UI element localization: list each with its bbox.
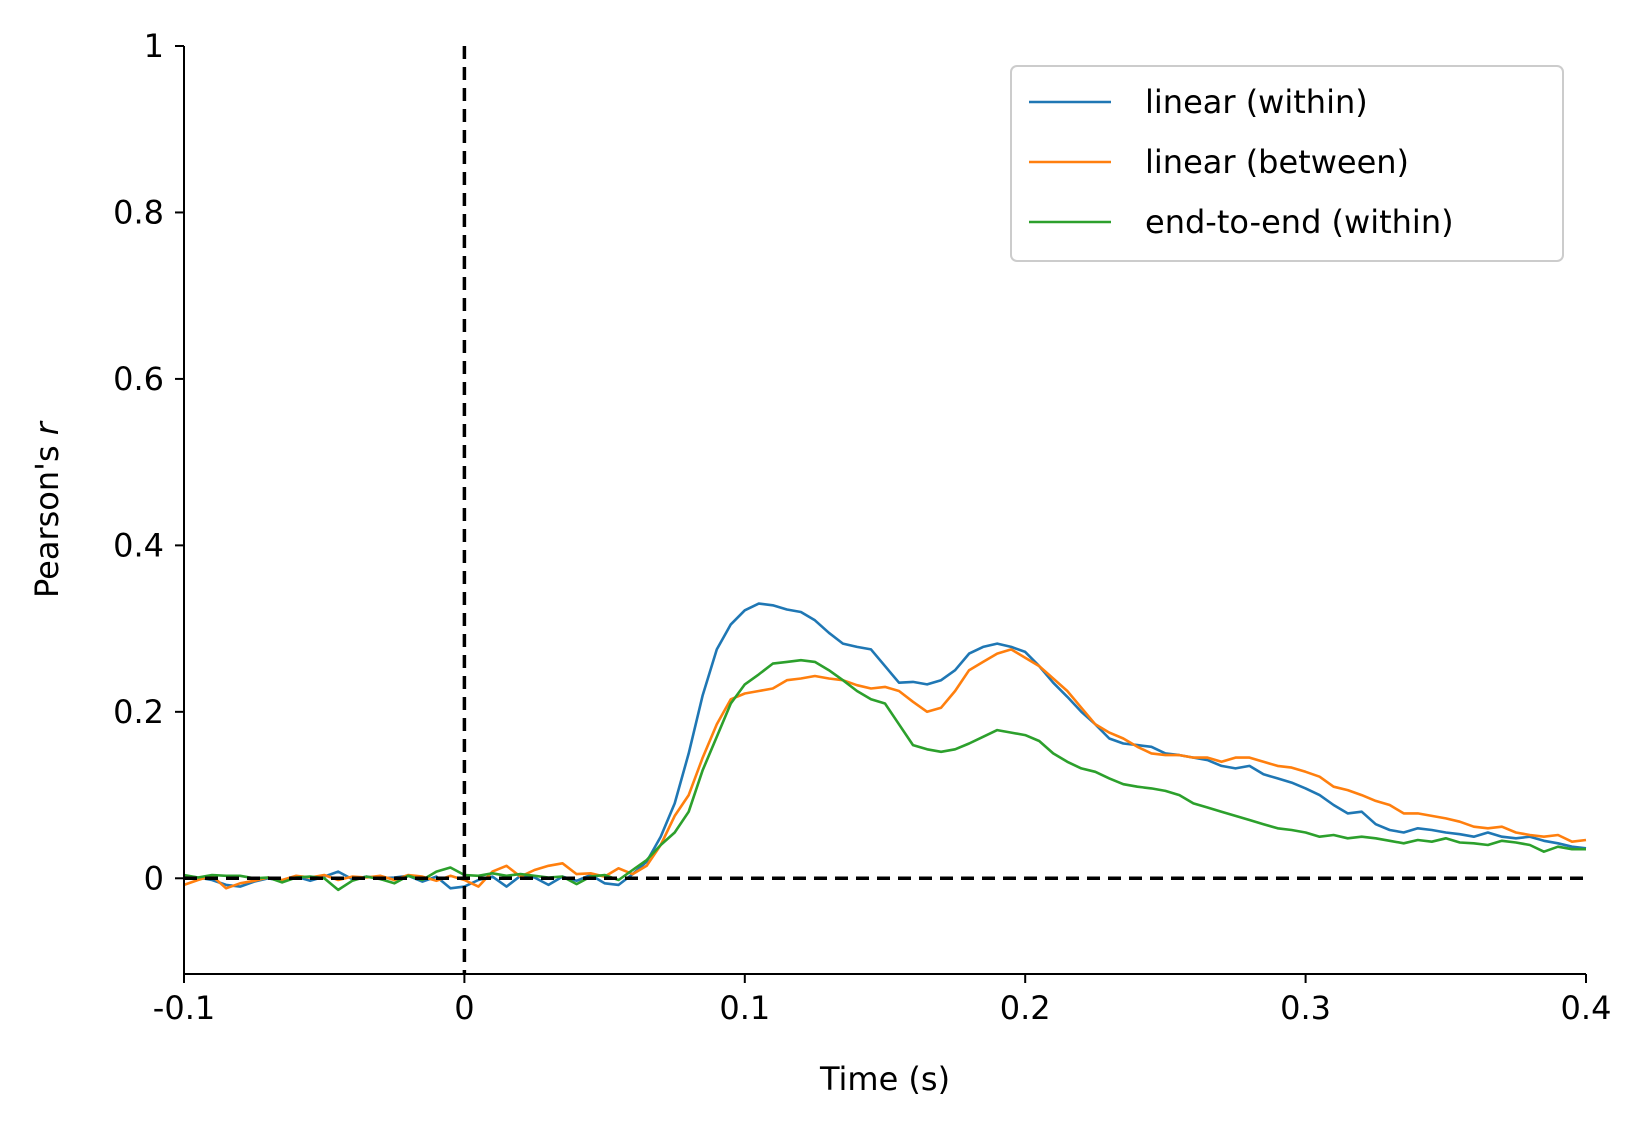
legend-label: linear (between) <box>1145 143 1409 181</box>
x-tick-label: 0 <box>454 989 474 1027</box>
x-tick-label: -0.1 <box>153 989 215 1027</box>
x-tick-label: 0.4 <box>1561 989 1612 1027</box>
legend: linear (within) linear (between) end-to-en… <box>1010 65 1564 262</box>
series-line-2 <box>183 648 1587 890</box>
plot-area <box>183 602 1587 892</box>
x-tick-label: 0.3 <box>1280 989 1331 1027</box>
x-axis-ticks: -0.1 0 0.1 0.2 0.3 0.4 <box>153 974 1612 1027</box>
y-tick-label: 0 <box>144 859 164 897</box>
series-line-3 <box>183 658 1586 892</box>
y-axis-label-variable: r <box>28 420 66 435</box>
y-axis-label-text: Pearson's <box>28 435 66 598</box>
legend-label: linear (within) <box>1145 83 1368 121</box>
y-axis-ticks: 0 0.2 0.4 0.6 0.8 1 <box>113 27 184 897</box>
x-tick-label: 0.2 <box>1000 989 1051 1027</box>
y-axis-label: Pearson's r <box>28 420 66 598</box>
y-tick-label: 0.2 <box>113 693 164 731</box>
legend-frame <box>1010 65 1564 262</box>
axes <box>183 46 1586 975</box>
reference-lines <box>184 46 1586 974</box>
x-axis-label: Time (s) <box>819 1060 950 1098</box>
legend-label: end-to-end (within) <box>1145 203 1454 241</box>
y-tick-label: 0.6 <box>113 360 164 398</box>
y-tick-label: 0.4 <box>113 526 164 564</box>
y-tick-label: 0.8 <box>113 193 164 231</box>
x-tick-label: 0.1 <box>719 989 770 1027</box>
series-line-1 <box>183 602 1587 890</box>
y-tick-label: 1 <box>144 27 164 65</box>
